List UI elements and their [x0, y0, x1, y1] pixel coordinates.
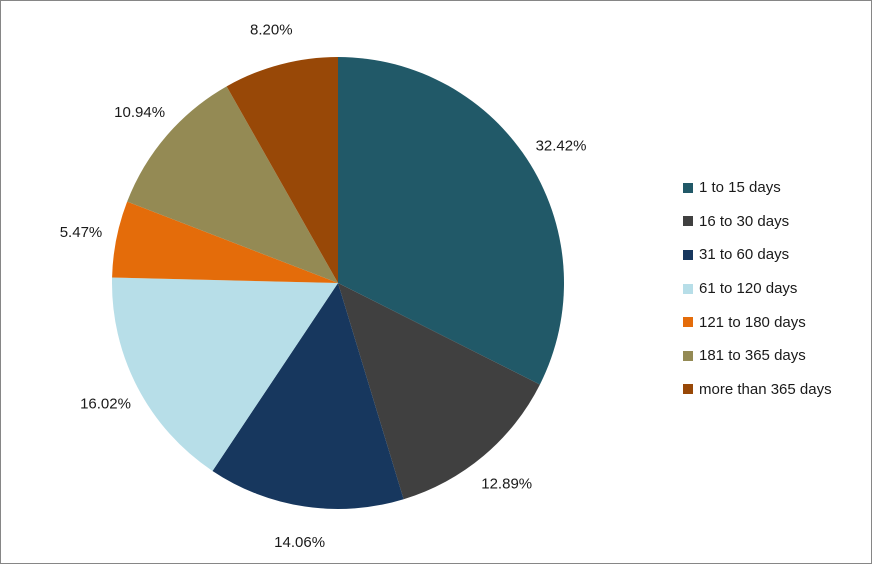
pie-slice: [112, 201, 338, 283]
legend-label: 31 to 60 days: [699, 246, 790, 264]
legend-item: 16 to 30 days: [683, 205, 832, 239]
pie-slice: [226, 57, 338, 283]
slice-data-label: 8.20%: [250, 22, 293, 39]
legend-swatch: [683, 216, 693, 227]
legend-swatch: [683, 249, 693, 260]
legend-label: 181 to 365 days: [699, 347, 806, 365]
slice-data-label: 12.89%: [481, 476, 532, 493]
pie-slice: [338, 283, 540, 500]
legend-swatch: [683, 283, 693, 294]
legend-label: 1 to 15 days: [699, 179, 781, 197]
legend-swatch: [683, 182, 693, 193]
slice-data-label: 14.06%: [274, 534, 325, 551]
legend-item: 61 to 120 days: [683, 272, 832, 306]
legend-item: 121 to 180 days: [683, 305, 832, 339]
legend-swatch: [683, 384, 693, 395]
slice-data-label: 32.42%: [536, 138, 587, 155]
legend-item: more than 365 days: [683, 373, 832, 407]
legend-label: more than 365 days: [699, 380, 832, 398]
pie-slice: [338, 57, 565, 385]
legend-item: 1 to 15 days: [683, 171, 832, 205]
slice-data-label: 10.94%: [114, 104, 165, 121]
legend-label: 16 to 30 days: [699, 212, 790, 230]
slice-data-label: 5.47%: [60, 224, 103, 241]
legend-label: 121 to 180 days: [699, 313, 806, 331]
pie-slice: [112, 277, 338, 471]
pie-slice: [127, 86, 339, 283]
legend-item: 31 to 60 days: [683, 238, 832, 272]
legend-item: 181 to 365 days: [683, 339, 832, 373]
pie-slice: [212, 283, 404, 510]
legend-label: 61 to 120 days: [699, 280, 798, 298]
legend-swatch: [683, 350, 693, 361]
chart-legend: 1 to 15 days 16 to 30 days 31 to 60 days 61…: [683, 171, 832, 406]
legend-swatch: [683, 317, 693, 328]
slice-data-label: 16.02%: [80, 396, 131, 413]
